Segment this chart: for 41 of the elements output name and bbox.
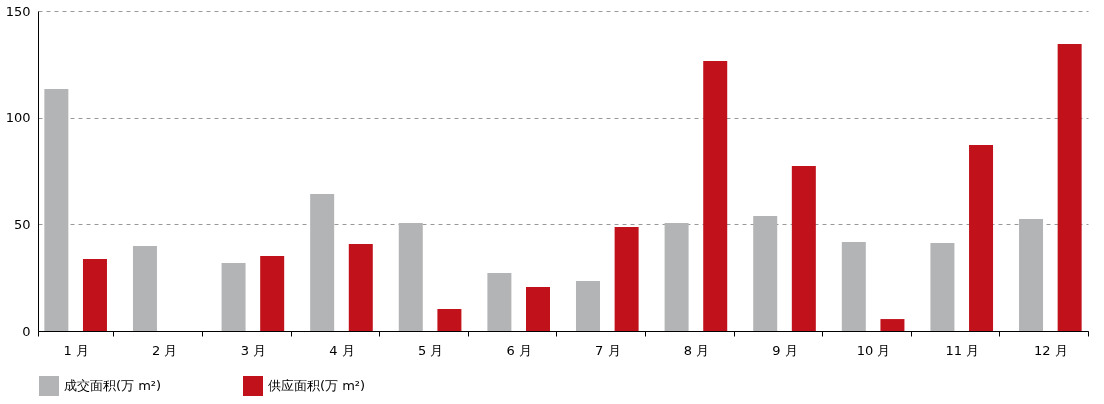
bar [132,246,157,331]
bar [575,281,600,331]
x-tick-label: 12 月 [1034,342,1068,358]
bar [348,243,373,331]
bar [260,255,285,331]
bar [930,242,955,331]
bar [398,223,423,331]
bar [664,223,689,331]
bar [221,262,246,331]
legend-label: 成交面积(万 m²) [64,378,162,393]
x-tick-label: 10 月 [856,342,891,358]
x-tick-label: 1 月 [63,342,89,358]
x-tick-label: 4 月 [329,342,355,358]
y-tick-label: 150 [5,3,31,19]
bar [437,309,462,331]
bar [310,194,335,331]
legend-label: 供应面积(万 m²) [268,378,366,393]
bar [614,226,639,331]
bar [1057,44,1082,331]
x-tick-label: 2 月 [152,342,178,358]
bar [703,60,728,331]
bar [44,89,69,331]
bar [82,258,107,331]
bar [841,242,866,331]
x-tick-label: 9 月 [772,342,798,358]
y-tick-label: 50 [13,216,31,232]
y-tick-label: 0 [22,323,31,339]
bar [880,319,905,331]
x-tick-label: 7 月 [595,342,621,358]
x-tick-label: 6 月 [506,342,532,358]
bar [791,165,816,331]
bar [526,287,551,331]
bar [969,144,994,331]
x-tick-label: 3 月 [240,342,267,358]
bar [753,216,778,331]
y-tick-label: 100 [5,110,31,126]
bar [1019,219,1044,331]
x-tick-label: 8 月 [683,342,710,358]
bar [487,272,512,331]
x-tick-label: 5 月 [417,342,444,358]
x-tick-label: 11 月 [945,342,980,358]
